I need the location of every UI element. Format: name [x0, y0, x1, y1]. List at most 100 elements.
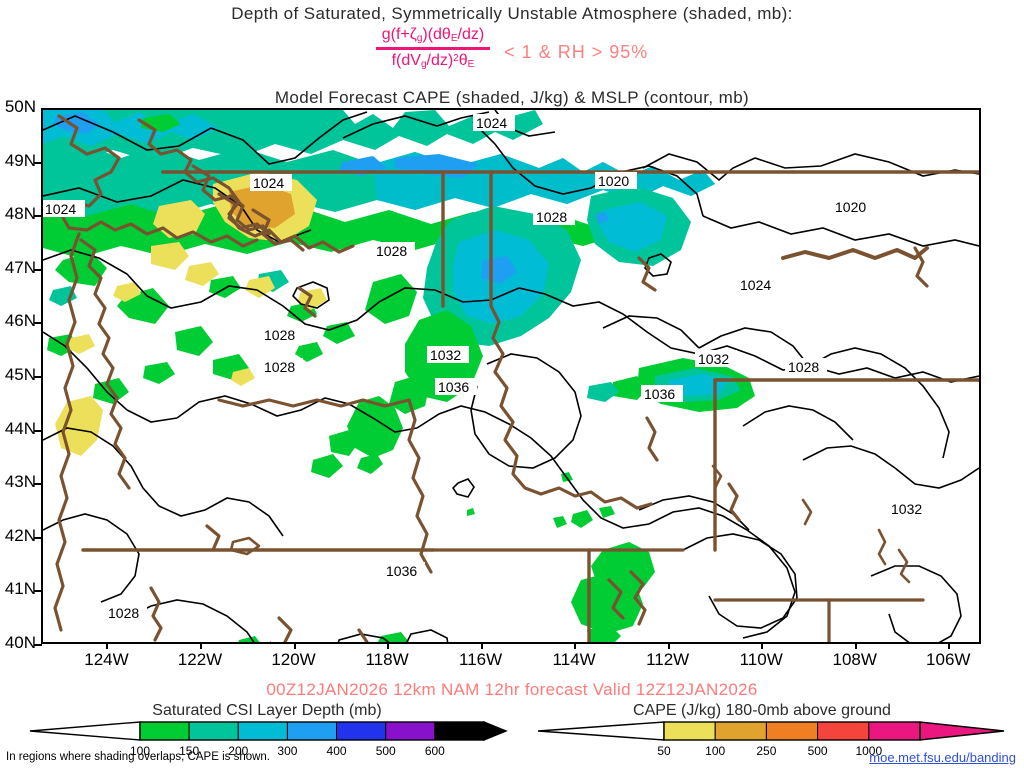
svg-text:1028: 1028	[108, 605, 139, 621]
lon-tick-label: 118W	[365, 650, 409, 669]
colorbar-swatch	[868, 721, 921, 741]
lon-tick-label: 110W	[739, 650, 783, 669]
formula-numerator: g(f+ζg)(dθE/dz)	[381, 26, 485, 44]
colorbar-swatch	[286, 721, 338, 741]
lat-tick-mark	[34, 161, 42, 164]
svg-text:1036: 1036	[644, 386, 675, 402]
colorbar-tick-label: 300	[277, 744, 298, 758]
credit-link[interactable]: moe.met.fsu.edu/banding	[869, 750, 1016, 765]
page-title: Depth of Saturated, Symmetrically Unstab…	[231, 4, 793, 23]
lon-tick-mark	[948, 642, 951, 649]
colorbar-tick-label: 100	[705, 744, 726, 758]
map-canvas: 1024 1024 1020 1020 1028 1024 1028 1024	[43, 110, 979, 642]
colorbar-cape[interactable]: 50 100 250 500 1000	[530, 720, 1010, 762]
state-borders	[53, 114, 979, 642]
formula-fraction: g(f+ζg)(dθE/dz) f(dVg/dz)2θE	[375, 26, 491, 71]
svg-text:1024: 1024	[740, 277, 771, 293]
lon-tick-label: 112W	[646, 650, 690, 669]
svg-text:1024: 1024	[45, 201, 76, 217]
colorbar-swatch	[714, 721, 767, 741]
svg-text:1024: 1024	[253, 175, 284, 191]
lat-tick-label: 47N	[4, 257, 36, 277]
lat-tick-mark	[34, 644, 42, 646]
colorbar-tick-label: 150	[179, 744, 200, 758]
lon-tick-mark	[854, 642, 857, 649]
colorbar-swatch	[817, 721, 870, 741]
lon-tick-mark	[574, 642, 577, 649]
lat-tick-label: 43N	[4, 472, 36, 492]
lat-tick-label: 48N	[4, 204, 36, 224]
colorbar-tick-label: 500	[807, 744, 828, 758]
lat-tick-label: 46N	[4, 311, 36, 331]
svg-text:1028: 1028	[264, 327, 295, 343]
svg-text:1036: 1036	[386, 563, 417, 579]
colorbar-csi-ticks: 100 150 200 300 400 500 600	[22, 744, 512, 760]
mslp-contours	[43, 110, 979, 642]
lon-tick-label: 122W	[177, 650, 223, 669]
svg-text:1036: 1036	[438, 379, 469, 395]
formula-denominator: f(dVg/dz)2θE	[391, 51, 475, 70]
lon-tick-label: 114W	[552, 650, 596, 669]
map-plot-area: 1024 1024 1020 1020 1028 1024 1028 1024	[41, 108, 981, 644]
svg-text:1028: 1028	[788, 359, 819, 375]
svg-text:1032: 1032	[891, 501, 922, 517]
svg-text:1024: 1024	[476, 115, 507, 131]
lat-tick-mark	[34, 429, 42, 432]
lat-tick-mark	[34, 483, 42, 486]
lon-tick-mark	[667, 642, 670, 649]
formula-block: g(f+ζg)(dθE/dz) f(dVg/dz)2θE < 1 & RH > …	[0, 26, 1024, 71]
colorbar-tick-label: 400	[326, 744, 347, 758]
colorbar-tick-label: 200	[228, 744, 249, 758]
colorbar-tick-label: 1000	[855, 744, 883, 758]
colorbar-tick-label: 600	[424, 744, 445, 758]
overlap-note: In regions where shading overlaps, CAPE …	[6, 751, 271, 763]
svg-text:1020: 1020	[598, 173, 629, 189]
svg-text:1032: 1032	[430, 347, 461, 363]
lon-tick-label: 116W	[459, 650, 503, 669]
colorbar-swatch	[385, 721, 436, 741]
lon-tick-label: 124W	[84, 650, 129, 669]
colorbar-csi-depth[interactable]: 100 150 200 300 400 500 600	[22, 720, 512, 762]
colorbar-swatch	[237, 721, 288, 741]
svg-text:1028: 1028	[536, 209, 567, 225]
forecast-stamp: 00Z12JAN2026 12km NAM 12hr forecast Vali…	[266, 680, 758, 699]
subtitle-cape: Model Forecast CAPE (shaded, J/kg) & MSL…	[274, 88, 750, 107]
colorbar-tick-label: 100	[129, 744, 151, 758]
lat-tick-label: 42N	[4, 525, 36, 545]
lon-tick-label: 108W	[832, 650, 877, 669]
colorbar-tick-label: 50	[657, 744, 671, 758]
svg-text:1028: 1028	[264, 359, 295, 375]
lat-tick-mark	[34, 536, 42, 539]
colorbar-cape-swatches	[537, 721, 1005, 741]
colorbar-swatch	[765, 721, 819, 741]
lat-tick-label: 50N	[4, 97, 36, 116]
lon-tick-label: 106W	[926, 650, 971, 669]
colorbar-swatch	[434, 721, 485, 741]
colorbar-swatch	[663, 721, 716, 741]
svg-text:1020: 1020	[835, 199, 866, 215]
lon-tick-mark	[200, 642, 202, 649]
lon-tick-mark	[106, 642, 109, 649]
lon-tick-mark	[480, 642, 483, 649]
shaded-field-csi-south	[238, 358, 755, 642]
colorbar-csi-swatches	[29, 720, 508, 742]
colorbar-swatch	[139, 721, 190, 741]
formula-divider	[375, 46, 491, 50]
lat-tick-label: 40N	[4, 633, 36, 652]
lon-tick-label: 120W	[271, 650, 316, 669]
svg-text:1032: 1032	[698, 351, 729, 367]
formula-condition: < 1 & RH > 95%	[504, 41, 649, 62]
colorbar-tick-label: 500	[375, 744, 396, 758]
colorbar-swatch	[188, 721, 239, 741]
lat-tick-label: 45N	[4, 365, 36, 384]
contour-labels: 1024 1024 1020 1020 1028 1024 1028 1024	[43, 114, 930, 621]
lat-tick-mark	[34, 268, 42, 271]
lat-tick-label: 41N	[4, 579, 36, 599]
colorbar-swatch	[336, 721, 387, 741]
lon-tick-mark	[293, 642, 296, 649]
lon-tick-mark	[761, 642, 764, 649]
lat-tick-label: 49N	[4, 150, 36, 170]
svg-text:1028: 1028	[376, 243, 407, 259]
lon-tick-mark	[387, 642, 390, 649]
